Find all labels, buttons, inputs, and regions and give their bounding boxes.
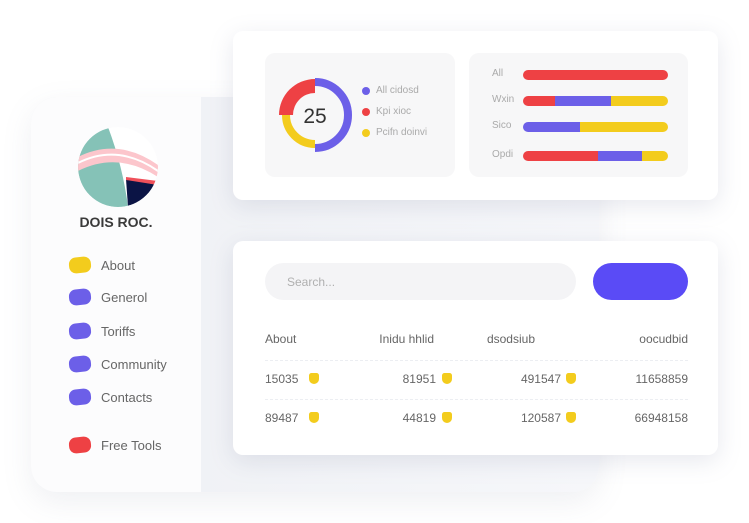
table-card: About Inidu hhlid dsodsiub oocudbid 15035 819…	[233, 241, 718, 455]
sidebar-item-generol[interactable]: Generol	[68, 287, 148, 307]
legend-item: Kpi xioc	[362, 106, 411, 117]
shield-icon	[566, 412, 576, 423]
sidebar-item-label: Community	[101, 356, 167, 372]
column-header[interactable]: About	[265, 332, 297, 346]
legend-label: All cidosd	[376, 85, 419, 96]
bar-label: Wxin	[492, 94, 515, 105]
shield-icon	[309, 373, 319, 384]
bars-panel: All Wxin Sico Opdi	[469, 53, 688, 177]
sidebar-item-label: Toriffs	[101, 323, 136, 339]
column-header[interactable]: oocudbid	[639, 332, 688, 346]
avatar	[78, 127, 158, 207]
bar-label: Opdi	[492, 149, 514, 160]
sidebar-item-label: About	[101, 257, 135, 273]
search-button[interactable]	[593, 263, 688, 300]
table-cell: 44819	[402, 411, 436, 425]
bar-segment	[523, 70, 668, 80]
sidebar-item-community[interactable]: Community	[68, 354, 167, 374]
bar-segment	[641, 151, 668, 161]
table-cell: 120587	[520, 411, 561, 425]
table-cell: 15035	[265, 372, 299, 386]
blob-icon	[68, 387, 92, 407]
brand-name: DOIS ROC.	[79, 214, 153, 230]
donut-segment-yellow	[282, 114, 316, 148]
table-cell: 11658859	[635, 372, 689, 386]
blob-icon	[68, 354, 92, 374]
sidebar-item-free-tools[interactable]: Free Tools	[68, 435, 162, 455]
donut-segment-red	[279, 79, 315, 115]
donut-chart: 25	[279, 78, 352, 152]
row-divider	[265, 399, 688, 400]
row-divider	[265, 360, 688, 361]
donut-panel: 25 All cidosd Kpi xioc Pcifn doinvi	[265, 53, 455, 177]
blob-icon	[68, 287, 92, 307]
shield-icon	[309, 412, 319, 423]
legend-item: All cidosd	[362, 85, 419, 96]
sidebar-item-label: Free Tools	[101, 437, 162, 453]
shield-icon	[442, 412, 452, 423]
legend-dot-icon	[362, 128, 370, 137]
stacked-bar	[523, 151, 668, 161]
stacked-bar	[523, 70, 668, 80]
table-cell: 81951	[402, 372, 436, 386]
table-cell: 491547	[520, 372, 561, 386]
table-cell: 66948158	[634, 411, 688, 425]
bar-segment	[523, 151, 599, 161]
sidebar-item-about[interactable]: About	[68, 255, 135, 275]
bar-segment	[523, 96, 555, 106]
legend-label: Kpi xioc	[376, 106, 412, 117]
sidebar-item-label: Generol	[101, 289, 148, 305]
column-header[interactable]: Inidu hhlid	[379, 332, 434, 346]
bar-label: Sico	[492, 120, 512, 131]
legend-dot-icon	[362, 107, 370, 116]
shield-icon	[442, 373, 452, 384]
table-cell: 89487	[265, 411, 299, 425]
bar-segment	[598, 151, 642, 161]
stacked-bar	[523, 96, 668, 106]
legend-dot-icon	[362, 86, 370, 95]
bar-label: All	[492, 68, 504, 79]
donut-value: 25	[303, 105, 326, 128]
search-input[interactable]	[265, 263, 576, 300]
blob-icon	[68, 321, 92, 341]
donut-segment-purple	[314, 78, 352, 152]
sidebar: DOIS ROC. About Generol Toriffs Community Co…	[31, 97, 201, 492]
sidebar-item-toriffs[interactable]: Toriffs	[68, 321, 136, 341]
bar-segment	[611, 96, 668, 106]
sidebar-item-contacts[interactable]: Contacts	[68, 387, 153, 407]
blob-icon	[68, 435, 92, 455]
shield-icon	[566, 373, 576, 384]
column-header[interactable]: dsodsiub	[486, 332, 535, 346]
bar-segment	[554, 96, 612, 106]
bar-segment	[523, 122, 580, 132]
legend-item: Pcifn doinvi	[362, 127, 427, 138]
legend-label: Pcifn doinvi	[376, 127, 428, 138]
stacked-bar	[523, 122, 668, 132]
blob-icon	[68, 255, 92, 275]
bar-segment	[579, 122, 668, 132]
stats-card: 25 All cidosd Kpi xioc Pcifn doinvi All Wxi…	[233, 31, 718, 200]
sidebar-item-label: Contacts	[101, 389, 153, 405]
